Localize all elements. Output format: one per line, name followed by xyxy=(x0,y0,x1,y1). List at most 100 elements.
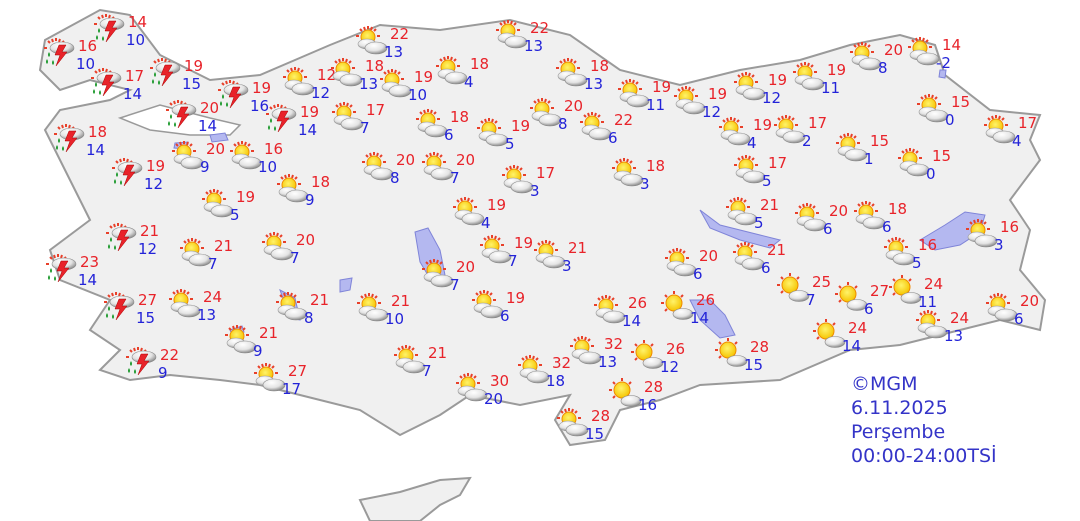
weather-station: 19 4 xyxy=(451,193,521,237)
max-temperature: 21 xyxy=(140,222,160,240)
min-temperature: -2 xyxy=(936,54,951,72)
min-temperature: 20 xyxy=(484,390,504,408)
min-temperature: 7 xyxy=(360,119,370,137)
weather-station: 16 3 xyxy=(964,215,1034,259)
min-temperature: 0 xyxy=(945,111,955,129)
weather-station: 28 15 xyxy=(714,335,784,379)
min-temperature: 6 xyxy=(882,218,892,236)
weather-station: 17 2 xyxy=(772,111,842,155)
max-temperature: 22 xyxy=(390,25,410,43)
min-temperature: 8 xyxy=(878,59,888,77)
max-temperature: 20 xyxy=(456,258,476,276)
weather-station: 19 7 xyxy=(478,231,548,275)
min-temperature: 0 xyxy=(926,165,936,183)
weather-station: 20 8 xyxy=(360,148,430,192)
weather-station: 19 6 xyxy=(470,286,540,330)
min-temperature: 14 xyxy=(78,271,98,289)
max-temperature: 15 xyxy=(932,147,952,165)
weather-station: 22 9 xyxy=(124,343,194,387)
min-temperature: 9 xyxy=(200,158,210,176)
weather-station: 22 13 xyxy=(494,16,564,60)
map-legend: ©MGM 6.11.2025 Perşembe 00:00-24:00TSİ xyxy=(851,372,997,468)
weather-station: 20 8 xyxy=(848,38,918,82)
max-temperature: 18 xyxy=(450,108,470,126)
weather-station: 16 5 xyxy=(882,233,952,277)
max-temperature: 19 xyxy=(827,61,847,79)
min-temperature: 13 xyxy=(524,37,544,55)
min-temperature: 9 xyxy=(305,191,315,209)
max-temperature: 20 xyxy=(396,151,416,169)
min-temperature: 4 xyxy=(1012,132,1022,150)
max-temperature: 18 xyxy=(365,57,385,75)
weather-station: 20 7 xyxy=(420,148,490,192)
weather-station: 19 16 xyxy=(216,76,286,120)
weather-station: 18 3 xyxy=(610,154,680,198)
weather-station: 26 14 xyxy=(660,288,730,332)
max-temperature: 19 xyxy=(300,103,320,121)
max-temperature: 20 xyxy=(206,140,226,158)
max-temperature: 19 xyxy=(511,117,531,135)
min-temperature: 5 xyxy=(754,214,764,232)
max-temperature: 19 xyxy=(514,234,534,252)
min-temperature: 1 xyxy=(864,150,874,168)
weather-station: 25 7 xyxy=(776,270,846,314)
weather-station: 21 7 xyxy=(178,234,248,278)
weather-station: 19 12 xyxy=(732,68,802,112)
min-temperature: 13 xyxy=(944,327,964,345)
max-temperature: 18 xyxy=(888,200,908,218)
min-temperature: 4 xyxy=(747,134,757,152)
weather-station: 15 0 xyxy=(915,90,985,134)
min-temperature: 5 xyxy=(912,254,922,272)
min-temperature: 7 xyxy=(450,169,460,187)
max-temperature: 21 xyxy=(391,292,411,310)
min-temperature: 14 xyxy=(622,312,642,330)
max-temperature: 17 xyxy=(808,114,828,132)
thunderstorm-rain-icon xyxy=(102,290,138,322)
max-temperature: 27 xyxy=(870,282,890,300)
max-temperature: 32 xyxy=(604,335,624,353)
copyright-label: ©MGM xyxy=(851,373,918,395)
weather-station: 19 12 xyxy=(110,154,180,198)
max-temperature: 20 xyxy=(564,97,584,115)
weather-station: 18 13 xyxy=(554,54,624,98)
weather-station: 19 11 xyxy=(791,58,861,102)
min-temperature: 7 xyxy=(806,291,816,309)
max-temperature: 18 xyxy=(470,55,490,73)
weather-station: 14 -2 xyxy=(906,33,976,77)
min-temperature: 9 xyxy=(253,342,263,360)
weather-station: 18 6 xyxy=(852,197,922,241)
forecast-day: Perşembe xyxy=(851,421,946,443)
min-temperature: 11 xyxy=(821,79,841,97)
thunderstorm-rain-icon xyxy=(89,66,125,98)
min-temperature: 12 xyxy=(660,358,680,376)
weather-station: 15 0 xyxy=(896,144,966,188)
weather-station: 20 6 xyxy=(793,199,863,243)
max-temperature: 19 xyxy=(708,85,728,103)
min-temperature: 17 xyxy=(282,380,302,398)
min-temperature: 3 xyxy=(562,257,572,275)
max-temperature: 19 xyxy=(652,78,672,96)
max-temperature: 18 xyxy=(311,173,331,191)
weather-station: 20 9 xyxy=(170,137,240,181)
max-temperature: 21 xyxy=(760,196,780,214)
thunderstorm-rain-icon xyxy=(44,252,80,284)
max-temperature: 26 xyxy=(628,294,648,312)
min-temperature: 11 xyxy=(918,293,938,311)
max-temperature: 19 xyxy=(506,289,526,307)
min-temperature: 10 xyxy=(126,31,146,49)
min-temperature: 9 xyxy=(158,364,168,382)
weather-station: 21 5 xyxy=(724,193,794,237)
min-temperature: 3 xyxy=(530,182,540,200)
max-temperature: 21 xyxy=(767,241,787,259)
max-temperature: 27 xyxy=(138,291,158,309)
max-temperature: 16 xyxy=(1000,218,1020,236)
max-temperature: 21 xyxy=(259,324,279,342)
max-temperature: 19 xyxy=(146,157,166,175)
min-temperature: 7 xyxy=(450,276,460,294)
thunderstorm-rain-icon xyxy=(164,98,200,130)
weather-station: 17 7 xyxy=(330,98,400,142)
min-temperature: 15 xyxy=(744,356,764,374)
weather-station: 20 7 xyxy=(420,255,490,299)
max-temperature: 19 xyxy=(184,57,204,75)
min-temperature: 10 xyxy=(408,86,428,104)
